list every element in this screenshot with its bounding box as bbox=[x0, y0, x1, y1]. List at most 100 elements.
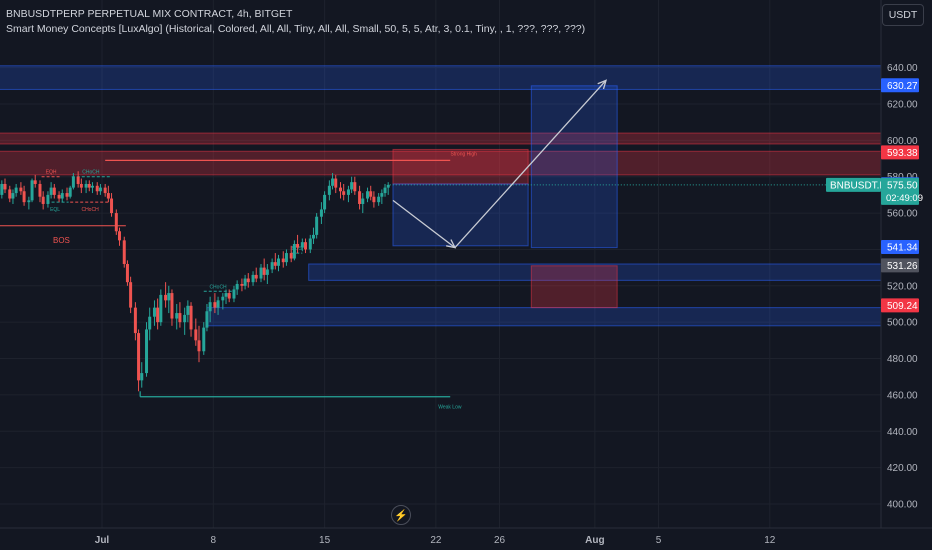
candle-body bbox=[183, 314, 187, 323]
candle-body bbox=[103, 187, 107, 194]
candle-body bbox=[41, 196, 45, 204]
candle-body bbox=[259, 267, 263, 279]
candle-body bbox=[167, 293, 171, 301]
candle-body bbox=[60, 193, 64, 199]
chart-title: BNBUSDTPERP PERPETUAL MIX CONTRACT, 4h, … bbox=[6, 8, 293, 20]
candle-body bbox=[145, 329, 149, 374]
price-label-tag bbox=[881, 145, 919, 160]
structure-label: CHoCH bbox=[81, 207, 99, 213]
x-tick-label: Jul bbox=[95, 535, 110, 546]
price-label-text: 593.38 bbox=[887, 148, 918, 159]
price-label-text: 541.34 bbox=[887, 243, 918, 254]
y-tick-label: 620.00 bbox=[887, 99, 918, 110]
candle-body bbox=[30, 180, 34, 201]
candle-body bbox=[270, 262, 274, 270]
candle-body bbox=[383, 187, 387, 194]
lightning-bolt-icon[interactable]: ⚡ bbox=[391, 505, 411, 525]
symbol-tag bbox=[826, 177, 881, 192]
order-block-bearish bbox=[0, 132, 882, 145]
order-block-bearish bbox=[530, 265, 618, 309]
candle-body bbox=[19, 187, 23, 192]
candle-body bbox=[276, 258, 280, 266]
candle-body bbox=[289, 253, 293, 259]
candle-body bbox=[106, 193, 110, 199]
candle-body bbox=[254, 274, 258, 279]
candle-body bbox=[205, 311, 209, 328]
y-tick-label: 560.00 bbox=[887, 209, 918, 220]
candle-body bbox=[358, 191, 362, 204]
candle-body bbox=[232, 289, 236, 299]
candle-body bbox=[292, 243, 296, 259]
candle-body bbox=[140, 373, 144, 381]
candle-body bbox=[57, 194, 61, 199]
candle-body bbox=[369, 191, 373, 197]
arrow-head bbox=[597, 79, 608, 90]
candle-body bbox=[137, 333, 141, 381]
candle-body bbox=[152, 307, 156, 317]
candle-body bbox=[186, 305, 190, 315]
candle-body bbox=[221, 296, 225, 301]
candle-body bbox=[284, 253, 288, 263]
candle-body bbox=[27, 200, 31, 203]
structure-label: EQL bbox=[50, 207, 60, 213]
candle-body bbox=[8, 189, 12, 199]
candle-body bbox=[156, 307, 160, 323]
price-label-text: 531.26 bbox=[887, 261, 918, 272]
candle-body bbox=[170, 293, 174, 319]
y-tick-label: 600.00 bbox=[887, 136, 918, 147]
candle-body bbox=[3, 183, 7, 190]
candle-body bbox=[98, 187, 102, 192]
candle-body bbox=[342, 191, 346, 195]
candle-body bbox=[71, 176, 75, 188]
candle-body bbox=[122, 240, 126, 264]
candle-body bbox=[79, 183, 83, 188]
candle-body bbox=[224, 293, 228, 297]
candle-body bbox=[350, 182, 354, 190]
candle-body bbox=[76, 176, 80, 184]
y-tick-label: 640.00 bbox=[887, 63, 918, 74]
candle-body bbox=[273, 262, 277, 266]
candle-body bbox=[14, 187, 18, 194]
order-block-bullish bbox=[530, 85, 618, 249]
y-tick-label: 520.00 bbox=[887, 281, 918, 292]
candle-body bbox=[366, 191, 370, 199]
candle-body bbox=[148, 316, 152, 330]
candle-body bbox=[159, 294, 163, 323]
candle-body bbox=[33, 180, 37, 184]
candle-body bbox=[213, 302, 217, 308]
candle-body bbox=[323, 194, 327, 210]
order-block-bullish bbox=[392, 183, 529, 247]
candle-body bbox=[133, 307, 137, 334]
currency-selector-button[interactable]: USDT bbox=[882, 4, 924, 26]
price-label-tag bbox=[881, 298, 919, 313]
price-label-tag bbox=[881, 258, 919, 273]
candle-body bbox=[353, 182, 357, 192]
indicator-legend[interactable]: Smart Money Concepts [LuxAlgo] (Historic… bbox=[6, 23, 586, 35]
candle-body bbox=[68, 187, 72, 197]
order-block-bearish bbox=[392, 148, 529, 185]
projection-arrow[interactable] bbox=[392, 199, 456, 249]
candle-body bbox=[84, 183, 88, 188]
zone-label: Strong High bbox=[451, 151, 478, 157]
candle-body bbox=[52, 187, 56, 195]
candle-body bbox=[262, 267, 266, 275]
projection-arrow[interactable] bbox=[454, 79, 607, 249]
countdown-text: 02:49:09 bbox=[886, 193, 923, 204]
candle-body bbox=[281, 258, 285, 263]
price-label-tag bbox=[881, 240, 919, 255]
last-price-tag bbox=[881, 177, 919, 205]
candle-body bbox=[194, 329, 198, 341]
candle-body bbox=[311, 234, 315, 239]
candle-body bbox=[208, 302, 212, 312]
x-tick-label: 22 bbox=[430, 535, 442, 546]
candle-body bbox=[331, 178, 335, 186]
candle-body bbox=[377, 196, 381, 203]
candle-body bbox=[197, 340, 201, 352]
candle-body bbox=[300, 242, 304, 248]
candle-body bbox=[11, 193, 15, 199]
structure-label: CHoCH bbox=[209, 284, 227, 290]
candle-body bbox=[334, 178, 338, 188]
weak-low-label: Weak Low bbox=[438, 405, 462, 411]
structure-label: CHoCH bbox=[82, 170, 100, 176]
